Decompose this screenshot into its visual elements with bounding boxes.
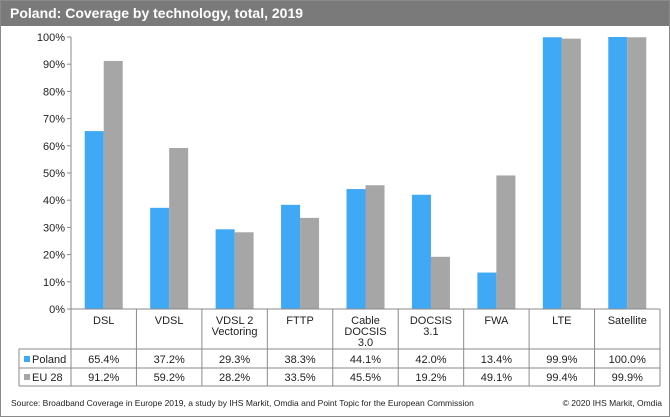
data-value-label: 91.2% [88, 372, 119, 384]
data-value-label: 29.3% [219, 354, 250, 366]
data-value-label: 19.2% [415, 372, 446, 384]
category-label: LTE [552, 315, 571, 327]
legend-key-eu-28 [24, 374, 30, 380]
data-value-label: 33.5% [284, 372, 315, 384]
category-label: DOCSIS [410, 315, 452, 327]
y-tick-label: 100% [37, 32, 65, 44]
y-tick-label: 80% [43, 86, 65, 98]
y-tick-label: 0% [49, 304, 65, 316]
category-label: FTTP [286, 315, 314, 327]
category-label: FWA [484, 315, 509, 327]
bar-poland [346, 189, 366, 309]
y-tick-label: 50% [43, 168, 65, 180]
bar-poland [608, 37, 628, 309]
category-label: Cable [351, 315, 380, 327]
bar-eu-28 [103, 60, 123, 309]
legend-key-poland [24, 356, 30, 362]
bar-eu-28 [430, 256, 450, 309]
copyright-note: © 2020 IHS Markit, Omdia [562, 398, 662, 408]
data-value-label: 38.3% [284, 354, 315, 366]
category-label: Vectoring [212, 326, 258, 338]
category-label: VDSL 2 [216, 315, 254, 327]
data-value-label: 49.1% [481, 372, 512, 384]
category-label: DSL [93, 315, 114, 327]
y-tick-label: 90% [43, 59, 65, 71]
bar-eu-28 [496, 175, 516, 309]
data-value-label: 99.4% [546, 372, 577, 384]
y-tick-label: 20% [43, 250, 65, 262]
y-tick-label: 10% [43, 277, 65, 289]
data-value-label: 13.4% [481, 354, 512, 366]
data-value-label: 59.2% [154, 372, 185, 384]
bar-poland [150, 207, 170, 309]
bar-poland [477, 272, 497, 309]
bar-eu-28 [561, 38, 581, 310]
chart-title: Poland: Coverage by technology, total, 2… [1, 1, 669, 26]
bar-poland [542, 37, 562, 309]
data-value-label: 99.9% [546, 354, 577, 366]
y-tick-label: 40% [43, 195, 65, 207]
bar-eu-28 [234, 232, 254, 309]
data-value-label: 42.0% [415, 354, 446, 366]
category-label: VDSL [155, 315, 184, 327]
bar-poland [84, 131, 104, 309]
y-tick-label: 30% [43, 222, 65, 234]
bar-eu-28 [169, 147, 189, 309]
bar-poland [215, 229, 235, 309]
bar-poland [281, 204, 301, 309]
legend-label: EU 28 [32, 372, 63, 384]
legend-label: Poland [32, 354, 66, 366]
data-value-label: 37.2% [154, 354, 185, 366]
category-label: 3.1 [423, 326, 438, 338]
bar-eu-28 [300, 217, 320, 309]
bar-eu-28 [365, 185, 385, 309]
category-label: DOCSIS [344, 326, 386, 338]
y-tick-label: 60% [43, 141, 65, 153]
data-value-label: 99.9% [612, 372, 643, 384]
bar-eu-28 [627, 37, 647, 309]
data-value-label: 100.0% [609, 354, 647, 366]
data-value-label: 65.4% [88, 354, 119, 366]
data-value-label: 28.2% [219, 372, 250, 384]
source-note: Source: Broadband Coverage in Europe 201… [11, 398, 474, 408]
data-value-label: 44.1% [350, 354, 381, 366]
category-label: 3.0 [358, 337, 373, 349]
bar-poland [411, 194, 431, 309]
y-tick-label: 70% [43, 114, 65, 126]
data-value-label: 45.5% [350, 372, 381, 384]
category-label: Satellite [608, 315, 647, 327]
